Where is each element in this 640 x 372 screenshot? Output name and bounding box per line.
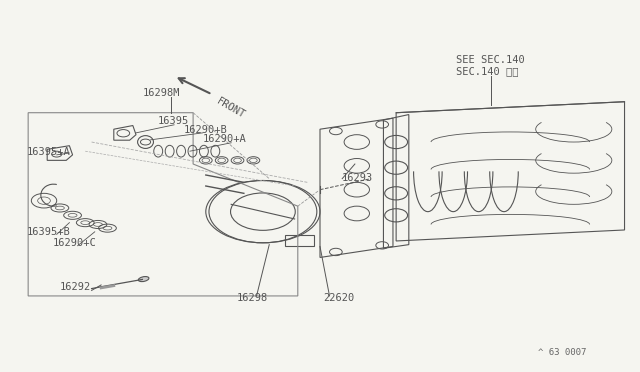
Text: FRONT: FRONT: [215, 96, 248, 121]
Text: 16395+A: 16395+A: [27, 147, 70, 157]
Text: 16298: 16298: [236, 294, 268, 304]
Text: 16298M: 16298M: [142, 88, 180, 98]
Text: 16290+B: 16290+B: [184, 125, 227, 135]
Text: 16395+B: 16395+B: [27, 227, 70, 237]
Ellipse shape: [138, 276, 149, 282]
Text: SEE SEC.140: SEE SEC.140: [456, 55, 525, 65]
Text: 16293: 16293: [342, 173, 374, 183]
Text: 16290+A: 16290+A: [203, 134, 246, 144]
Bar: [285, 235, 314, 247]
Text: ^ 63 0007: ^ 63 0007: [538, 347, 586, 357]
Text: 16290+C: 16290+C: [52, 238, 96, 248]
Text: 22620: 22620: [323, 294, 355, 304]
Text: 16292: 16292: [60, 282, 91, 292]
Text: SEC.140 参照: SEC.140 参照: [456, 66, 519, 76]
Text: 16395: 16395: [158, 116, 189, 126]
